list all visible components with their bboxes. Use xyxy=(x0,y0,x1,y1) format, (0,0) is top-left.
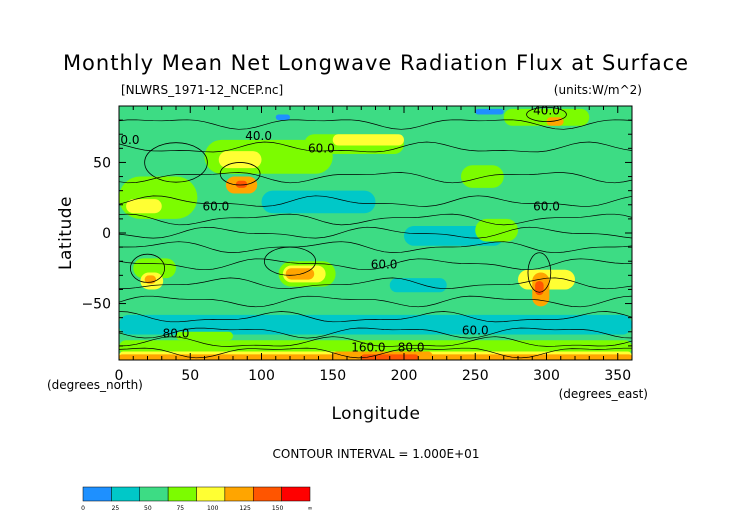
contour-label: 60.0 xyxy=(308,142,335,156)
colorbar-label: 100 xyxy=(207,505,219,512)
chart-title: Monthly Mean Net Longwave Radiation Flux… xyxy=(63,51,689,75)
colorbar-swatch xyxy=(281,486,311,502)
contour-loop xyxy=(527,252,552,293)
flux-region xyxy=(235,180,248,188)
x-tick-label: 100 xyxy=(248,368,275,384)
y-axis-ticks: 50 0 −50 xyxy=(81,105,632,361)
flux-region xyxy=(332,134,404,146)
y-tick-label: 0 xyxy=(102,226,111,242)
contour-label: 60.0 xyxy=(533,199,560,213)
flux-region xyxy=(119,314,632,335)
contour-loop xyxy=(144,142,208,183)
colorbar-swatch xyxy=(139,486,169,502)
contour-label: 80.0 xyxy=(163,326,190,340)
colorbar-label: 50 xyxy=(144,505,152,512)
contour-line xyxy=(119,226,632,239)
x-tick-label: 350 xyxy=(604,368,631,384)
colorbar-label: ∞ xyxy=(308,505,313,512)
contour-line xyxy=(119,258,632,271)
contour-label: 60.0 xyxy=(462,324,489,338)
contour-loop xyxy=(219,162,261,186)
contour-label: 160.0 xyxy=(351,341,385,355)
flux-region xyxy=(475,108,504,115)
colorbar-swatch xyxy=(253,486,282,502)
flux-region xyxy=(461,165,504,188)
contour-line xyxy=(119,295,632,308)
x-tick-label: 50 xyxy=(181,368,199,384)
colorbar-swatch xyxy=(196,486,226,502)
flux-region xyxy=(275,114,290,121)
flux-region xyxy=(176,331,233,341)
chart-subtitle-left: [NLWRS_1971-12_NCEP.nc] xyxy=(121,83,283,97)
colorbar-swatch xyxy=(82,486,112,502)
x-tick-label: 300 xyxy=(533,368,560,384)
flux-region xyxy=(119,0,632,7)
contour-line xyxy=(119,336,632,347)
flux-region xyxy=(546,117,564,126)
colorbar-swatch xyxy=(111,486,140,502)
colorbar-label: 150 xyxy=(272,505,284,512)
contour-label: 60.0 xyxy=(113,133,140,147)
x-unit-label: (degrees_east) xyxy=(559,387,648,401)
contour-label: 60.0 xyxy=(203,199,230,213)
contour-line xyxy=(119,195,632,207)
chart-subtitle-right: (units:W/m^2) xyxy=(554,83,642,97)
y-axis-label: Latitude xyxy=(56,196,76,270)
colorbar-swatch xyxy=(224,486,254,502)
contour-line xyxy=(119,172,632,184)
contour-line xyxy=(119,277,632,290)
contour-line xyxy=(119,311,632,323)
contour-label: 80.0 xyxy=(398,341,425,355)
contour-line xyxy=(119,119,632,130)
x-tick-label: 250 xyxy=(462,368,489,384)
contour-interval-text: CONTOUR INTERVAL = 1.000E+01 xyxy=(273,447,480,461)
colorbar-swatch xyxy=(167,486,197,502)
colorbar-label: 125 xyxy=(239,505,251,512)
x-tick-label: 0 xyxy=(115,368,124,384)
contour-line xyxy=(119,213,632,226)
y-tick-label: 50 xyxy=(93,155,111,171)
flux-region xyxy=(261,190,376,214)
contour-label: 40.0 xyxy=(245,129,272,143)
contour-loop xyxy=(263,246,317,276)
flux-region xyxy=(535,280,544,296)
contour-line xyxy=(119,327,632,339)
x-tick-label: 150 xyxy=(319,368,346,384)
colorbar-label: 0 xyxy=(81,505,85,512)
contour-line xyxy=(119,141,632,153)
y-tick-label: −50 xyxy=(81,297,111,313)
contour-lines xyxy=(119,107,632,359)
flux-region xyxy=(218,151,262,169)
colorbar-label: 75 xyxy=(176,505,184,512)
y-unit-label: (degrees_north) xyxy=(47,378,143,392)
x-tick-label: 200 xyxy=(391,368,418,384)
x-axis-label: Longitude xyxy=(331,404,420,424)
contour-loop xyxy=(129,253,165,283)
colorbar-label: 25 xyxy=(112,505,120,512)
contour-label: 60.0 xyxy=(371,257,398,271)
colorbar: 0 25 50 75 100 125 150 ∞ xyxy=(81,486,313,512)
flux-region xyxy=(389,278,447,293)
flux-region xyxy=(126,199,162,214)
flux-region xyxy=(119,340,632,355)
contour-line xyxy=(119,241,632,254)
x-axis-ticks: 0 50 100 150 200 250 300 350 xyxy=(115,106,633,384)
